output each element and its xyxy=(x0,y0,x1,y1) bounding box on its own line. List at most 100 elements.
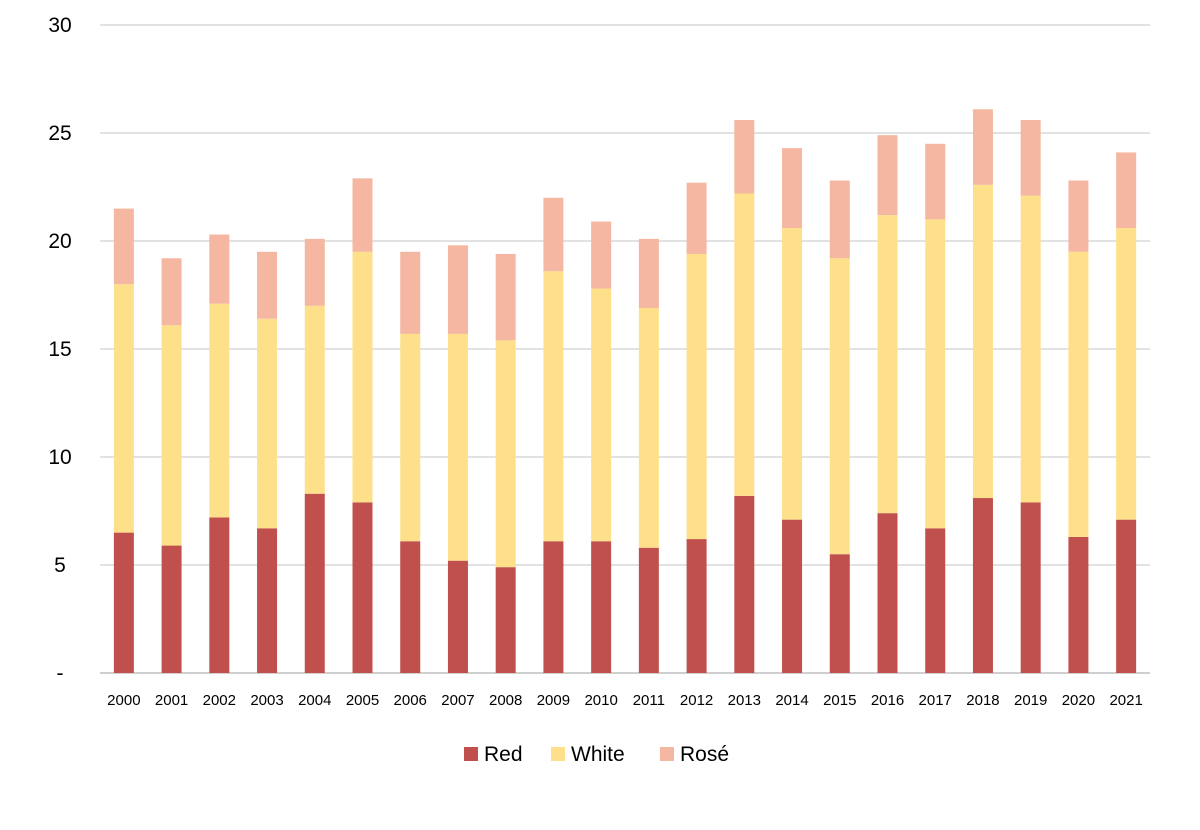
bar-red-2012 xyxy=(686,539,707,673)
bar-ros-2000 xyxy=(113,208,134,285)
bar-ros-2020 xyxy=(1068,180,1089,252)
bar-ros-2014 xyxy=(782,148,803,229)
bar-red-2011 xyxy=(638,547,659,673)
bar-white-2018 xyxy=(972,184,993,499)
x-tick-label: 2009 xyxy=(537,692,570,709)
bar-red-2018 xyxy=(972,498,993,673)
bar-white-2002 xyxy=(209,303,230,518)
legend-swatch xyxy=(660,747,674,761)
bar-white-2012 xyxy=(686,253,707,540)
bar-red-2010 xyxy=(591,541,612,673)
bar-white-2006 xyxy=(400,333,421,542)
bar-white-2015 xyxy=(829,258,850,555)
x-tick-label: 2017 xyxy=(919,692,952,709)
x-tick-label: 2006 xyxy=(394,692,427,709)
x-tick-label: 2007 xyxy=(441,692,474,709)
bar-white-2005 xyxy=(352,251,373,503)
y-tick-label: 25 xyxy=(48,122,71,145)
bar-ros-2002 xyxy=(209,234,230,304)
x-tick-label: 2008 xyxy=(489,692,522,709)
bar-white-2007 xyxy=(447,333,468,561)
x-tick-label: 2012 xyxy=(680,692,713,709)
x-tick-label: 2011 xyxy=(633,692,665,709)
bar-ros-2006 xyxy=(400,251,421,334)
x-tick-label: 2014 xyxy=(775,692,808,709)
bar-white-2014 xyxy=(782,228,803,520)
bar-red-2013 xyxy=(734,495,755,673)
bar-ros-2011 xyxy=(638,238,659,308)
bar-white-2003 xyxy=(257,318,278,529)
bar-red-2005 xyxy=(352,502,373,673)
bar-white-2020 xyxy=(1068,251,1089,537)
bar-ros-2009 xyxy=(543,197,564,272)
bar-red-2020 xyxy=(1068,536,1089,673)
bar-white-2000 xyxy=(113,284,134,533)
legend-label: White xyxy=(571,743,625,766)
bar-white-2001 xyxy=(161,325,182,546)
x-tick-label: 2010 xyxy=(584,692,617,709)
x-tick-label: 2019 xyxy=(1014,692,1047,709)
y-tick-label: 5 xyxy=(54,554,66,577)
bar-ros-2016 xyxy=(877,135,898,216)
y-tick-label: 20 xyxy=(48,230,71,253)
bar-red-2016 xyxy=(877,513,898,673)
bar-red-2003 xyxy=(257,528,278,673)
bar-ros-2021 xyxy=(1116,152,1137,229)
bar-red-2000 xyxy=(113,532,134,673)
bar-ros-2008 xyxy=(495,253,516,341)
y-tick-label: - xyxy=(57,662,64,685)
bar-white-2004 xyxy=(304,305,325,494)
x-tick-label: 2016 xyxy=(871,692,904,709)
bar-ros-2004 xyxy=(304,238,325,306)
legend-label: Rosé xyxy=(680,743,729,766)
bar-white-2010 xyxy=(591,288,612,542)
bar-red-2015 xyxy=(829,554,850,673)
bar-ros-2010 xyxy=(591,221,612,289)
bar-red-2006 xyxy=(400,541,421,673)
x-tick-label: 2002 xyxy=(203,692,236,709)
x-tick-label: 2018 xyxy=(966,692,999,709)
bar-red-2017 xyxy=(925,528,946,673)
legend-label: Red xyxy=(484,743,523,766)
x-tick-label: 2021 xyxy=(1109,692,1142,709)
bar-red-2004 xyxy=(304,493,325,673)
y-tick-label: 15 xyxy=(48,338,71,361)
y-tick-label: 30 xyxy=(48,14,71,37)
bar-ros-2019 xyxy=(1020,120,1041,196)
bar-ros-2007 xyxy=(447,245,468,334)
bar-red-2014 xyxy=(782,519,803,673)
x-tick-label: 2001 xyxy=(155,692,188,709)
x-tick-label: 2003 xyxy=(250,692,283,709)
bar-red-2009 xyxy=(543,541,564,673)
bar-ros-2005 xyxy=(352,178,373,252)
y-tick-label: 10 xyxy=(48,446,71,469)
bar-red-2002 xyxy=(209,517,230,673)
bar-white-2021 xyxy=(1116,228,1137,520)
bar-red-2008 xyxy=(495,567,516,673)
bar-white-2016 xyxy=(877,215,898,514)
bar-white-2008 xyxy=(495,340,516,568)
bar-red-2019 xyxy=(1020,502,1041,673)
legend-swatch xyxy=(551,747,565,761)
bar-ros-2012 xyxy=(686,182,707,254)
bar-white-2017 xyxy=(925,219,946,529)
x-tick-label: 2015 xyxy=(823,692,856,709)
bar-red-2007 xyxy=(447,560,468,673)
bar-red-2001 xyxy=(161,545,182,673)
x-tick-label: 2020 xyxy=(1062,692,1095,709)
x-tick-label: 2005 xyxy=(346,692,379,709)
bar-white-2013 xyxy=(734,193,755,496)
bar-red-2021 xyxy=(1116,519,1137,673)
bar-ros-2003 xyxy=(257,251,278,319)
bar-white-2009 xyxy=(543,271,564,542)
bar-ros-2001 xyxy=(161,258,182,326)
bar-white-2019 xyxy=(1020,195,1041,503)
bar-ros-2015 xyxy=(829,180,850,259)
bar-ros-2018 xyxy=(972,109,993,185)
x-tick-label: 2013 xyxy=(728,692,761,709)
x-tick-label: 2000 xyxy=(107,692,140,709)
bar-white-2011 xyxy=(638,307,659,548)
x-tick-label: 2004 xyxy=(298,692,331,709)
